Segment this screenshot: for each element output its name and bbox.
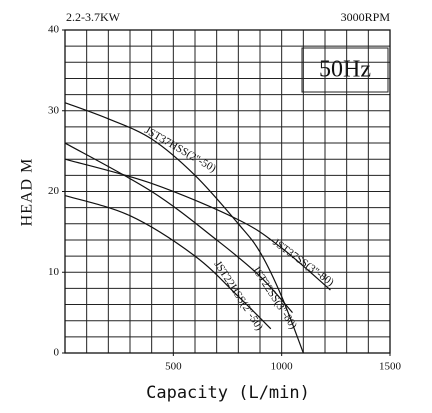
pump-curve bbox=[64, 158, 331, 291]
y-tick-label: 40 bbox=[48, 24, 60, 36]
curve-label: JST37HSS(2"-50) bbox=[142, 124, 218, 175]
y-tick-label: 20 bbox=[48, 185, 60, 197]
frequency-box bbox=[301, 47, 389, 93]
y-tick-label: 0 bbox=[54, 347, 60, 359]
y-tick-label: 10 bbox=[48, 266, 60, 278]
x-tick-label: 1500 bbox=[379, 361, 402, 373]
power-range: 2.2-3.7KW bbox=[66, 10, 121, 24]
speed: 3000RPM bbox=[341, 10, 391, 24]
pump-curve bbox=[64, 102, 304, 354]
x-tick-label: 500 bbox=[165, 361, 182, 373]
x-tick-label: 1000 bbox=[271, 361, 294, 373]
pump-curve bbox=[64, 142, 293, 314]
pump-curve bbox=[64, 194, 272, 330]
x-axis-label: Capacity (L/min) bbox=[146, 383, 310, 403]
y-axis-label: HEAD M bbox=[19, 158, 36, 227]
y-tick-label: 30 bbox=[48, 104, 60, 116]
